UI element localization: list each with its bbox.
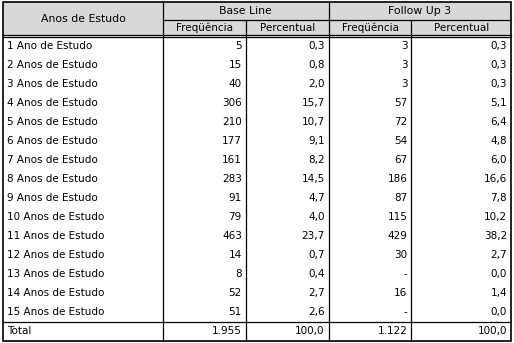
Text: 87: 87 (394, 193, 408, 203)
Text: 283: 283 (222, 174, 242, 184)
Text: 2,7: 2,7 (308, 288, 325, 298)
Text: 8,2: 8,2 (308, 155, 325, 165)
Text: Freqüência: Freqüência (341, 23, 398, 33)
Text: 0,3: 0,3 (308, 40, 325, 50)
Text: 100,0: 100,0 (295, 327, 325, 336)
Text: 1.122: 1.122 (378, 327, 408, 336)
Text: 100,0: 100,0 (478, 327, 507, 336)
Text: 51: 51 (229, 307, 242, 317)
Text: Follow Up 3: Follow Up 3 (388, 6, 451, 16)
Text: 9,1: 9,1 (308, 136, 325, 146)
Text: 3: 3 (401, 40, 408, 50)
Text: 11 Anos de Estudo: 11 Anos de Estudo (7, 231, 104, 241)
Text: 67: 67 (394, 155, 408, 165)
Text: 177: 177 (222, 136, 242, 146)
Text: 2 Anos de Estudo: 2 Anos de Estudo (7, 60, 98, 70)
Text: 4,0: 4,0 (308, 212, 325, 222)
Text: 10 Anos de Estudo: 10 Anos de Estudo (7, 212, 104, 222)
Text: 429: 429 (388, 231, 408, 241)
Text: 306: 306 (222, 98, 242, 108)
Text: 38,2: 38,2 (484, 231, 507, 241)
Text: 1,4: 1,4 (490, 288, 507, 298)
Text: 463: 463 (222, 231, 242, 241)
Text: 23,7: 23,7 (301, 231, 325, 241)
Text: 7,8: 7,8 (490, 193, 507, 203)
Text: 8: 8 (235, 269, 242, 279)
Text: 0,0: 0,0 (491, 269, 507, 279)
Text: 0,3: 0,3 (490, 60, 507, 70)
Text: 186: 186 (388, 174, 408, 184)
Text: 14 Anos de Estudo: 14 Anos de Estudo (7, 288, 104, 298)
Text: 5,1: 5,1 (490, 98, 507, 108)
Text: 79: 79 (229, 212, 242, 222)
Text: 0,8: 0,8 (308, 60, 325, 70)
Text: 4,8: 4,8 (490, 136, 507, 146)
Text: 14,5: 14,5 (301, 174, 325, 184)
Text: 0,3: 0,3 (490, 40, 507, 50)
Text: 15: 15 (229, 60, 242, 70)
Text: 15,7: 15,7 (301, 98, 325, 108)
Text: 16,6: 16,6 (484, 174, 507, 184)
Text: Anos de Estudo: Anos de Estudo (41, 14, 125, 24)
Text: 52: 52 (229, 288, 242, 298)
Text: 5 Anos de Estudo: 5 Anos de Estudo (7, 117, 98, 127)
Text: 10,2: 10,2 (484, 212, 507, 222)
Text: 40: 40 (229, 79, 242, 88)
Text: 3: 3 (401, 60, 408, 70)
Text: 16: 16 (394, 288, 408, 298)
Text: 4,7: 4,7 (308, 193, 325, 203)
Text: 2,0: 2,0 (308, 79, 325, 88)
Text: 6,0: 6,0 (490, 155, 507, 165)
Text: 0,0: 0,0 (491, 307, 507, 317)
Text: 10,7: 10,7 (302, 117, 325, 127)
Text: 1 Ano de Estudo: 1 Ano de Estudo (7, 40, 92, 50)
Text: 210: 210 (222, 117, 242, 127)
Text: Total: Total (7, 327, 31, 336)
Text: -: - (403, 269, 408, 279)
Text: Percentual: Percentual (260, 23, 315, 33)
Text: 57: 57 (394, 98, 408, 108)
Text: 1.955: 1.955 (212, 327, 242, 336)
Text: 0,3: 0,3 (490, 79, 507, 88)
Text: 3: 3 (401, 79, 408, 88)
Text: 115: 115 (388, 212, 408, 222)
Text: 9 Anos de Estudo: 9 Anos de Estudo (7, 193, 98, 203)
Text: Freqüência: Freqüência (176, 23, 233, 33)
Text: 8 Anos de Estudo: 8 Anos de Estudo (7, 174, 98, 184)
Text: 161: 161 (222, 155, 242, 165)
Text: 0,7: 0,7 (308, 250, 325, 260)
Text: 72: 72 (394, 117, 408, 127)
Bar (3, 2, 511, 36)
Text: 2,6: 2,6 (308, 307, 325, 317)
Text: 54: 54 (394, 136, 408, 146)
Text: Base Line: Base Line (219, 6, 272, 16)
Text: 13 Anos de Estudo: 13 Anos de Estudo (7, 269, 104, 279)
Text: 5: 5 (235, 40, 242, 50)
Text: 2,7: 2,7 (490, 250, 507, 260)
Text: 6,4: 6,4 (490, 117, 507, 127)
Text: 3 Anos de Estudo: 3 Anos de Estudo (7, 79, 98, 88)
Text: 15 Anos de Estudo: 15 Anos de Estudo (7, 307, 104, 317)
Text: -: - (403, 307, 408, 317)
Text: 4 Anos de Estudo: 4 Anos de Estudo (7, 98, 98, 108)
Text: 12 Anos de Estudo: 12 Anos de Estudo (7, 250, 104, 260)
Text: Percentual: Percentual (434, 23, 489, 33)
Text: 91: 91 (229, 193, 242, 203)
Text: 7 Anos de Estudo: 7 Anos de Estudo (7, 155, 98, 165)
Text: 30: 30 (394, 250, 408, 260)
Text: 0,4: 0,4 (308, 269, 325, 279)
Text: 14: 14 (229, 250, 242, 260)
Text: 6 Anos de Estudo: 6 Anos de Estudo (7, 136, 98, 146)
